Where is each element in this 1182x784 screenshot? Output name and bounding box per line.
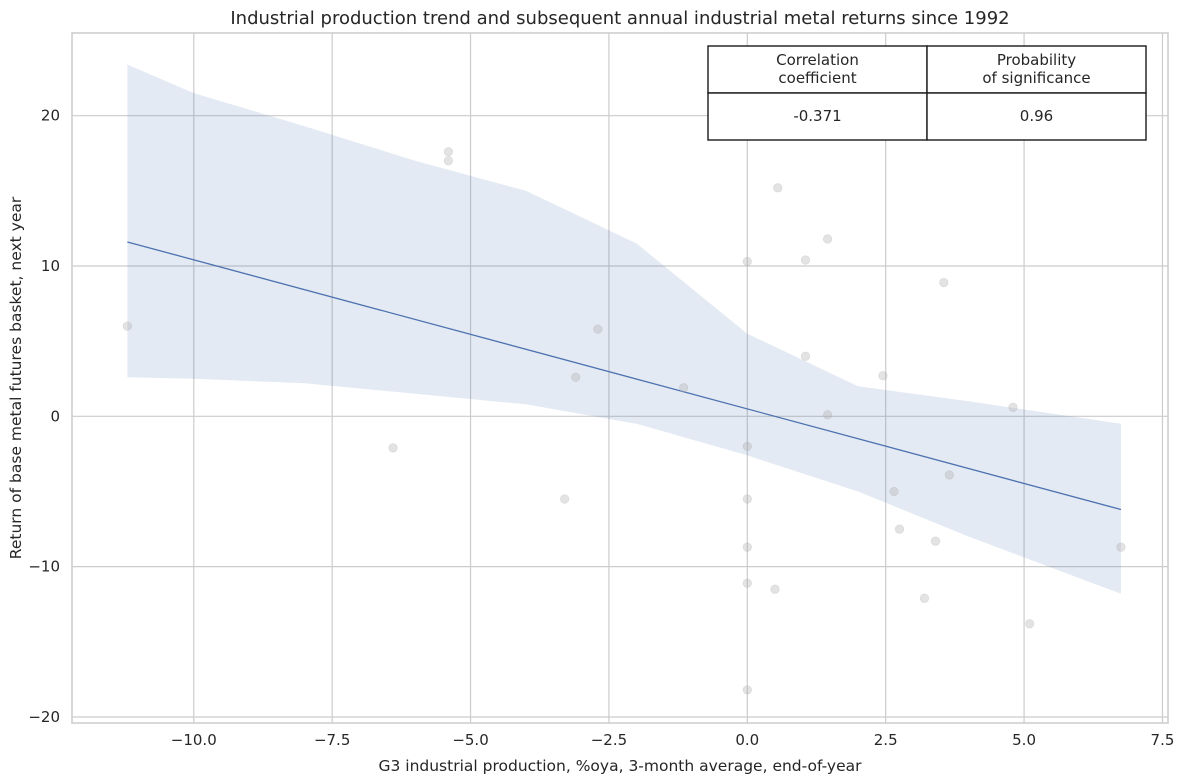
significance-value: 0.96 xyxy=(1020,107,1053,125)
data-point xyxy=(593,324,603,334)
data-point xyxy=(742,542,752,552)
data-point xyxy=(919,593,930,603)
x-tick-labels: −10.0 −7.5 −5.0 −2.5 0.0 2.5 5.0 7.5 xyxy=(171,731,1175,749)
table-value-cell xyxy=(707,92,928,141)
data-point xyxy=(560,494,570,504)
data-point xyxy=(889,486,899,497)
data-point xyxy=(443,156,454,166)
data-points xyxy=(122,147,1126,695)
x-tick-label: 7.5 xyxy=(1151,731,1175,749)
regression-line xyxy=(127,241,1122,511)
data-point xyxy=(1116,542,1126,552)
x-tick-label: 0.0 xyxy=(735,731,759,749)
data-point xyxy=(939,277,949,288)
y-axis-label: Return of base metal futures basket, nex… xyxy=(7,196,25,559)
x-tick-label: −7.5 xyxy=(314,731,350,749)
data-point xyxy=(122,321,132,331)
data-point xyxy=(742,578,752,588)
data-point xyxy=(571,372,581,382)
data-point xyxy=(770,584,780,594)
data-point xyxy=(742,685,752,695)
table-header-line: Correlation xyxy=(776,51,859,69)
x-tick-label: −2.5 xyxy=(591,731,627,749)
x-tick-label: 5.0 xyxy=(1012,731,1036,749)
table-header-line: of significance xyxy=(982,69,1090,87)
table-header-cell xyxy=(926,45,1147,94)
plot-frame xyxy=(71,32,1169,724)
data-point xyxy=(822,234,833,244)
table-header-line: Probability xyxy=(997,51,1076,69)
correlation-value: -0.371 xyxy=(793,107,841,125)
x-tick-label: −10.0 xyxy=(171,731,217,749)
data-point xyxy=(894,524,905,534)
data-point xyxy=(443,147,454,157)
data-point xyxy=(1008,402,1018,412)
data-point xyxy=(930,536,941,546)
x-tick-label: −5.0 xyxy=(452,731,488,749)
y-tick-labels: −20 −10 0 10 20 xyxy=(28,107,60,726)
data-point xyxy=(679,383,689,393)
data-point xyxy=(388,443,398,453)
y-tick-label: −10 xyxy=(28,558,60,576)
data-point xyxy=(742,441,752,451)
data-point xyxy=(1025,619,1035,629)
table-value-cell xyxy=(926,92,1147,141)
stats-table: Correlation coefficient Probability of s… xyxy=(707,45,1147,141)
data-point xyxy=(822,410,833,420)
data-point xyxy=(878,371,888,381)
chart-title: Industrial production trend and subseque… xyxy=(230,8,1009,29)
x-axis-label: G3 industrial production, %oya, 3-month … xyxy=(378,757,862,775)
data-point xyxy=(742,256,752,267)
data-point xyxy=(944,470,954,480)
y-tick-label: 10 xyxy=(41,257,60,275)
data-point xyxy=(800,255,811,265)
data-point xyxy=(800,351,811,361)
confidence-band xyxy=(127,64,1121,594)
y-tick-label: 20 xyxy=(41,107,60,125)
y-tick-label: −20 xyxy=(28,708,60,726)
table-header-line: coefficient xyxy=(778,69,856,87)
x-tick-label: 2.5 xyxy=(874,731,898,749)
data-point xyxy=(742,494,752,504)
data-point xyxy=(773,183,783,193)
y-tick-label: 0 xyxy=(50,407,60,425)
